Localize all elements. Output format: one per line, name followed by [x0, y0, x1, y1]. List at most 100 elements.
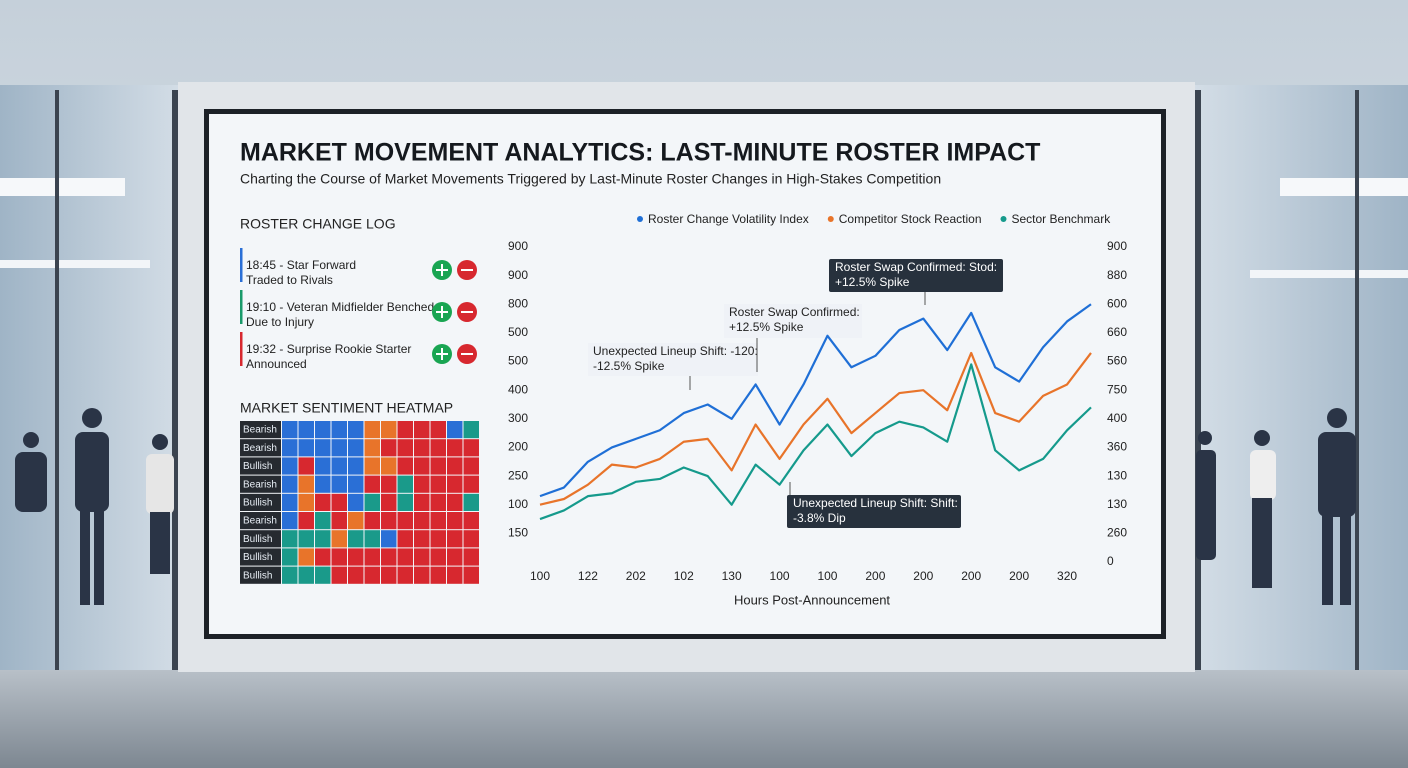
heatmap-cell: [315, 475, 331, 493]
annotation-box: [787, 495, 961, 528]
annotation: Roster Swap Confirmed: +12.5% Spike: [724, 304, 862, 372]
heatmap-row-label: Bearish: [243, 479, 277, 490]
log-text: Due to Injury: [246, 315, 314, 329]
heatmap-cell: [397, 439, 413, 457]
x-tick-label: 200: [865, 569, 885, 583]
y-tick-label: 800: [508, 296, 528, 310]
x-axis-label: Hours Post-Announcement: [734, 592, 890, 607]
heatmap-cell: [282, 439, 298, 457]
x-tick-label: 100: [817, 569, 837, 583]
log-marker: [240, 332, 243, 366]
heatmap-cell: [348, 475, 364, 493]
heatmap-cell: [298, 421, 314, 439]
legend-label: Competitor Stock Reaction: [839, 212, 982, 226]
floor: [0, 670, 1408, 768]
heatmap-label-bg: [240, 439, 281, 457]
annotation-text: Roster Swap Confirmed:: [729, 305, 860, 319]
heatmap-cell: [331, 548, 347, 566]
y2-tick-label: 360: [1107, 440, 1127, 454]
heatmap-cell: [397, 421, 413, 439]
heatmap-cell: [348, 493, 364, 511]
annotation-text: Roster Swap Confirmed: Stod:: [835, 260, 997, 274]
glass-wall: [1195, 85, 1408, 670]
heatmap-cell: [463, 457, 479, 475]
heatmap-cell: [447, 548, 463, 566]
heatmap-row-label: Bullish: [243, 570, 272, 581]
y2-tick-label: 560: [1107, 354, 1127, 368]
heatmap-cell: [397, 530, 413, 548]
x-tick-label: 130: [722, 569, 742, 583]
heatmap-cell: [282, 475, 298, 493]
plus-icon: [436, 306, 448, 318]
log-text: Announced: [246, 357, 307, 371]
annotation-text: Unexpected Lineup Shift: Shift:: [793, 496, 958, 510]
y2-tick-label: 0: [1107, 554, 1114, 568]
heatmap-cell: [397, 548, 413, 566]
series-line: [539, 303, 1092, 498]
y-tick-label: 500: [508, 354, 528, 368]
heatmap-cell: [447, 439, 463, 457]
annotation-text: -3.8% Dip: [793, 511, 846, 525]
heatmap-cell: [298, 439, 314, 457]
heatmap-cell: [282, 512, 298, 530]
heatmap-cell: [364, 530, 380, 548]
series-line: [539, 363, 1092, 521]
y-tick-label: 150: [508, 526, 528, 540]
y-tick-label: 100: [508, 497, 528, 511]
heatmap-cell: [364, 439, 380, 457]
heatmap-label-bg: [240, 512, 281, 530]
heatmap-cell: [298, 530, 314, 548]
ceiling-light: [0, 260, 150, 268]
heatmap-cell: [331, 475, 347, 493]
heatmap-label-bg: [240, 475, 281, 493]
heatmap-row-label: Bearish: [243, 516, 277, 527]
heatmap-cell: [414, 493, 430, 511]
heatmap-cell: [331, 493, 347, 511]
y-tick-label: 900: [508, 268, 528, 282]
heatmap-cell: [364, 421, 380, 439]
heatmap-cell: [447, 493, 463, 511]
heatmap-cell: [282, 530, 298, 548]
y2-tick-label: 750: [1107, 382, 1127, 396]
heatmap-cell: [447, 530, 463, 548]
heatmap-row-label: Bearish: [243, 443, 277, 454]
heatmap-cell: [463, 421, 479, 439]
heatmap-cell: [348, 421, 364, 439]
heatmap-cell: [381, 512, 397, 530]
y2-tick-label: 260: [1107, 526, 1127, 540]
heatmap-cell: [397, 457, 413, 475]
heatmap-label-bg: [240, 421, 281, 439]
heatmap-cell: [348, 512, 364, 530]
heatmap-cell: [298, 566, 314, 584]
heatmap-cell: [381, 566, 397, 584]
series-line: [539, 351, 1092, 506]
heatmap-cell: [397, 566, 413, 584]
pillar: [55, 90, 59, 670]
heatmap-cell: [447, 457, 463, 475]
heatmap-cell: [348, 566, 364, 584]
legend-marker: [827, 216, 834, 222]
heatmap-row-label: Bullish: [243, 461, 272, 472]
heatmap-cell: [364, 475, 380, 493]
heatmap-cell: [430, 566, 446, 584]
log-marker: [240, 248, 243, 282]
heatmap-cell: [463, 439, 479, 457]
heatmap-row-label: Bearish: [243, 425, 277, 436]
y-tick-label: 300: [508, 411, 528, 425]
heatmap-cell: [282, 548, 298, 566]
y2-tick-label: 900: [1107, 239, 1127, 253]
x-tick-label: 100: [770, 569, 790, 583]
heatmap-cell: [397, 475, 413, 493]
heatmap-cell: [282, 421, 298, 439]
y2-tick-label: 130: [1107, 468, 1127, 482]
heatmap-cell: [381, 421, 397, 439]
heatmap-cell: [348, 548, 364, 566]
heatmap-cell: [447, 512, 463, 530]
x-tick-label: 202: [626, 569, 646, 583]
legend-label: Sector Benchmark: [1012, 212, 1112, 226]
pillar: [1355, 90, 1359, 670]
y-tick-label: 250: [508, 468, 528, 482]
x-tick-label: 200: [1009, 569, 1029, 583]
